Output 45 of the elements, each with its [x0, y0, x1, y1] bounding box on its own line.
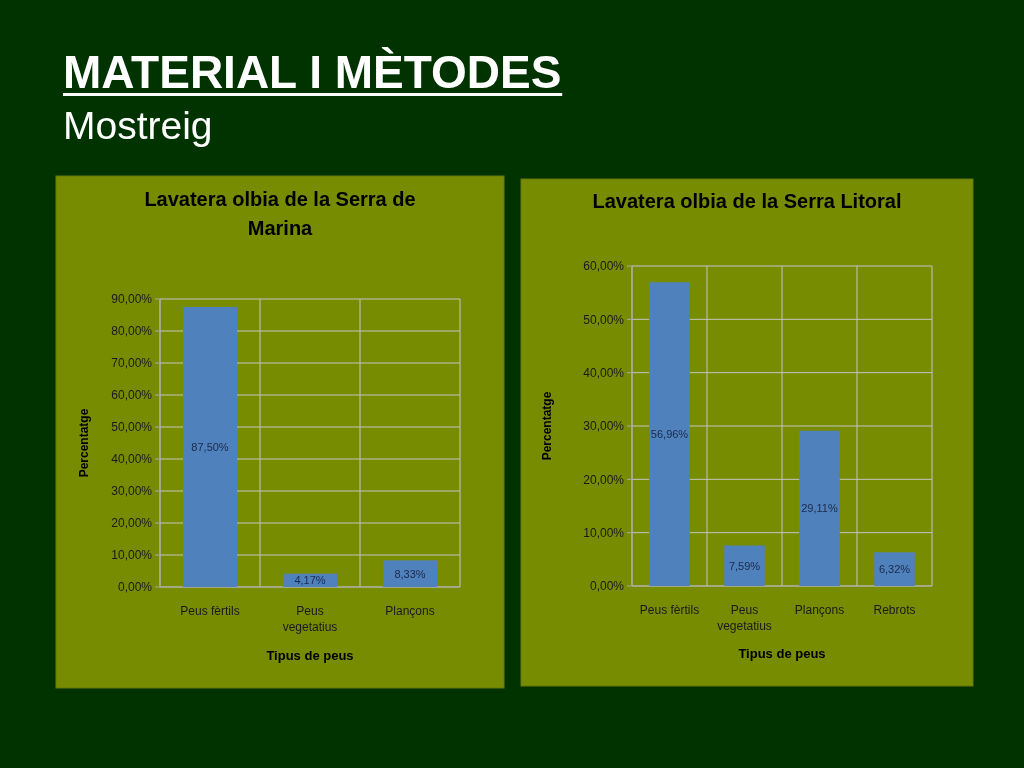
y-tick-label: 30,00%: [583, 419, 625, 434]
x-tick-label: Plançons: [794, 603, 845, 617]
x-tick-label: Peus fèrtils: [639, 603, 700, 617]
bar: [799, 430, 840, 586]
chart-title: Lavatera olbia de la Serra Litoral: [592, 190, 902, 212]
y-tick-label: 70,00%: [111, 356, 153, 371]
data-label: 7,59%: [728, 559, 761, 572]
x-axis-title: Tipus de peus: [738, 646, 826, 661]
chart-title: Lavatera olbia de la Serra de Marina: [144, 188, 416, 239]
y-tick-label: 50,00%: [111, 420, 153, 435]
data-label: 4,17%: [294, 574, 326, 587]
y-tick-label: 20,00%: [111, 516, 153, 531]
x-tick-label: Plançons: [385, 604, 435, 618]
x-tick-label: Peus fèrtils: [180, 604, 240, 618]
y-tick-label: 80,00%: [111, 324, 153, 339]
data-label: 56,96%: [650, 427, 689, 440]
data-label: 29,11%: [801, 502, 838, 515]
y-tick-label: 20,00%: [583, 472, 625, 487]
data-label: 87,50%: [191, 440, 229, 453]
data-label: 6,32%: [878, 563, 911, 575]
y-tick-label: 10,00%: [111, 548, 153, 563]
x-axis-title: Tipus de peus: [266, 648, 354, 663]
y-axis-title: Percentatge: [540, 391, 554, 461]
bar: [724, 545, 765, 586]
bar: [874, 552, 915, 586]
y-tick-label: 40,00%: [583, 365, 625, 380]
data-label: 8,33%: [394, 567, 426, 580]
text: Mostreig: [63, 104, 213, 147]
bar: [383, 560, 437, 587]
bar: [183, 307, 237, 587]
y-tick-label: 60,00%: [111, 388, 153, 403]
y-tick-label: 90,00%: [111, 292, 153, 307]
x-tick-label: Peus vegetatius: [282, 604, 338, 634]
bar: [649, 282, 690, 586]
y-tick-label: 0,00%: [117, 580, 153, 595]
x-tick-label: Peus vegetatius: [717, 603, 772, 633]
y-axis-title: Percentatge: [77, 408, 91, 478]
y-tick-label: 0,00%: [589, 579, 625, 594]
y-tick-label: 10,00%: [583, 525, 625, 540]
text: MATERIAL I MÈTODES: [63, 46, 562, 98]
y-tick-label: 60,00%: [583, 259, 625, 274]
y-tick-label: 30,00%: [111, 484, 153, 499]
y-tick-label: 40,00%: [111, 452, 153, 467]
x-tick-label: Rebrots: [873, 603, 916, 617]
y-tick-label: 50,00%: [583, 312, 625, 327]
